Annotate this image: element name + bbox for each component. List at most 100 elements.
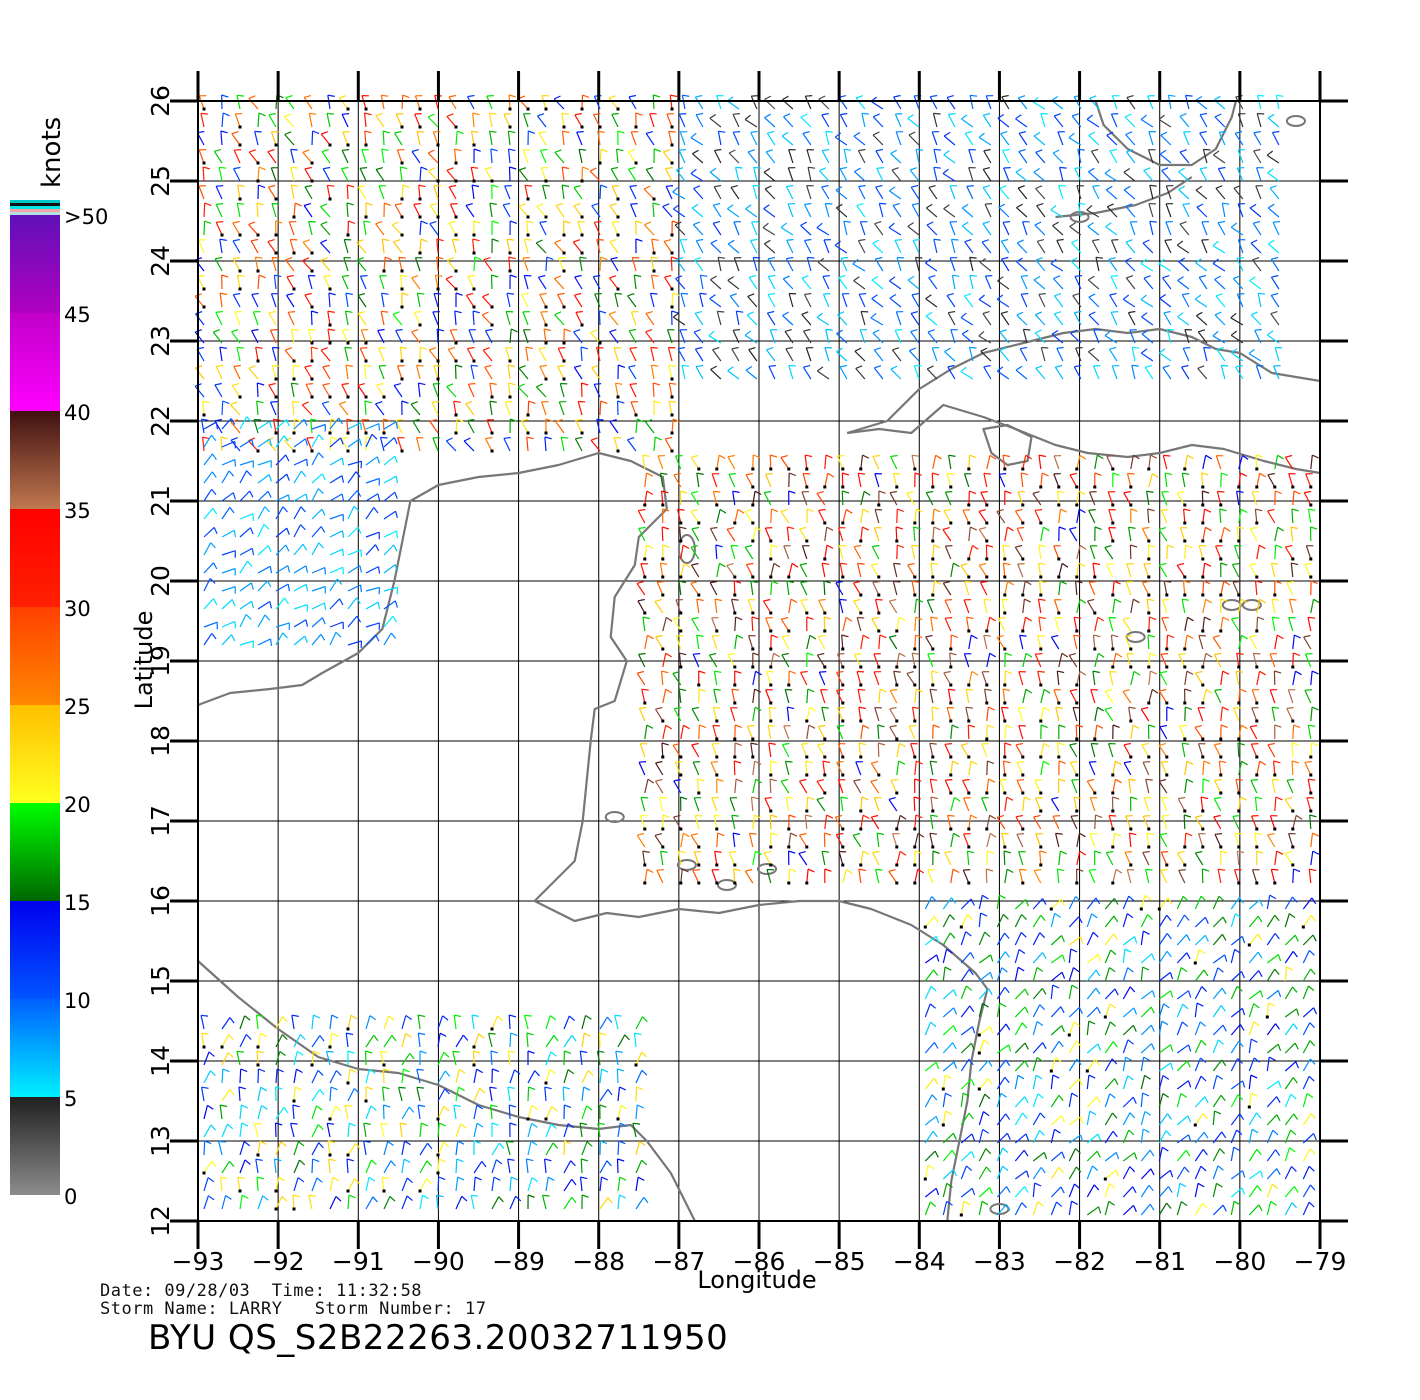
- wind-barb: [1075, 347, 1082, 362]
- wind-barb: [616, 149, 619, 164]
- wind-point: [220, 233, 224, 237]
- wind-barb: [782, 315, 794, 326]
- wind-barb-feather: [786, 256, 794, 260]
- wind-barb: [911, 455, 916, 470]
- wind-point: [661, 503, 665, 507]
- wind-barb: [1221, 203, 1226, 218]
- wind-barb-feather: [799, 778, 807, 782]
- wind-barb: [838, 545, 844, 560]
- wind-barb: [716, 563, 721, 578]
- wind-barb: [942, 582, 952, 596]
- wind-barb-feather: [1308, 724, 1316, 727]
- wind-barb-feather: [970, 526, 977, 531]
- wind-barb: [311, 473, 323, 484]
- wind-barb: [257, 112, 260, 128]
- wind-barb: [925, 315, 938, 326]
- wind-barb: [1129, 221, 1136, 236]
- wind-barb-feather: [1001, 94, 1009, 98]
- wind-barb: [293, 493, 307, 502]
- wind-barb: [763, 208, 776, 218]
- wind-barb-feather: [988, 778, 996, 783]
- wind-barb-feather: [767, 310, 775, 314]
- wind-barb-feather: [381, 148, 389, 151]
- wind-barb-feather: [671, 256, 679, 260]
- wind-barb: [291, 329, 295, 344]
- wind-barb-feather: [982, 311, 990, 315]
- wind-barb: [710, 368, 722, 380]
- wind-point: [985, 539, 989, 543]
- wind-barb: [798, 834, 808, 848]
- wind-barb: [1167, 95, 1172, 110]
- wind-barb-feather: [393, 544, 398, 552]
- wind-barb-feather: [255, 256, 263, 259]
- wind-barb: [1087, 279, 1100, 290]
- wind-barb: [842, 509, 847, 524]
- wind-barb-feather: [989, 454, 997, 460]
- wind-barb-feather: [448, 220, 456, 224]
- wind-barb-feather: [485, 166, 493, 170]
- wind-barb-feather: [933, 148, 941, 151]
- wind-point: [895, 881, 899, 885]
- wind-barb: [1068, 896, 1077, 910]
- wind-point: [697, 791, 701, 795]
- wind-barb: [231, 385, 241, 398]
- wind-barb: [1017, 97, 1028, 110]
- wind-barb: [1271, 617, 1276, 632]
- wind-barb: [375, 169, 385, 182]
- wind-barb: [1236, 653, 1240, 668]
- wind-barb-feather: [710, 365, 718, 370]
- wind-point: [328, 287, 332, 291]
- wind-barb: [454, 311, 457, 326]
- wind-point: [769, 647, 773, 651]
- wind-barb-feather: [673, 814, 681, 818]
- wind-barb: [699, 293, 704, 308]
- wind-barb-feather: [1020, 346, 1028, 350]
- wind-barb: [932, 508, 935, 524]
- wind-barb: [1020, 276, 1028, 290]
- wind-barb-feather: [893, 472, 901, 475]
- wind-barb: [767, 276, 776, 290]
- wind-barb: [257, 460, 272, 466]
- wind-barb: [1034, 797, 1042, 812]
- wind-barb-feather: [644, 221, 652, 226]
- wind-barb-feather: [673, 204, 680, 210]
- wind-barb: [572, 241, 583, 254]
- wind-barb: [472, 310, 475, 326]
- wind-barb-feather: [1086, 114, 1093, 120]
- wind-barb: [580, 382, 583, 398]
- wind-barb-feather: [983, 112, 991, 116]
- wind-point: [1201, 755, 1205, 759]
- wind-barb: [942, 172, 956, 182]
- wind-barb: [446, 169, 457, 182]
- wind-barb: [1110, 113, 1118, 128]
- wind-barb: [729, 295, 740, 308]
- wind-barb: [1128, 527, 1132, 542]
- wind-barb-feather: [1104, 168, 1111, 174]
- wind-barb: [914, 616, 917, 632]
- wind-point: [274, 143, 278, 147]
- wind-barb: [874, 509, 880, 524]
- wind-point: [1309, 485, 1313, 489]
- wind-barb: [232, 222, 241, 236]
- wind-barb-feather: [600, 148, 608, 153]
- wind-barb: [290, 167, 295, 182]
- wind-barb: [981, 671, 988, 686]
- wind-barb: [275, 494, 289, 502]
- wind-point: [544, 107, 548, 111]
- wind-point: [985, 827, 989, 831]
- wind-barb: [963, 473, 970, 488]
- wind-barb: [817, 261, 830, 272]
- wind-barb: [293, 565, 307, 574]
- wind-barb: [329, 513, 344, 520]
- wind-barb-feather: [312, 130, 320, 135]
- wind-barb-feather: [1178, 185, 1185, 191]
- wind-barb: [377, 347, 385, 362]
- wind-barb-feather: [1204, 508, 1212, 513]
- wind-barb: [1255, 185, 1262, 200]
- wind-barb-feather: [1233, 275, 1241, 280]
- wind-barb-feather: [1074, 275, 1083, 277]
- wind-barb: [507, 149, 511, 164]
- wind-barb-feather: [1271, 292, 1279, 296]
- wind-barb-feather: [1051, 329, 1059, 335]
- wind-barb-feather: [912, 202, 920, 206]
